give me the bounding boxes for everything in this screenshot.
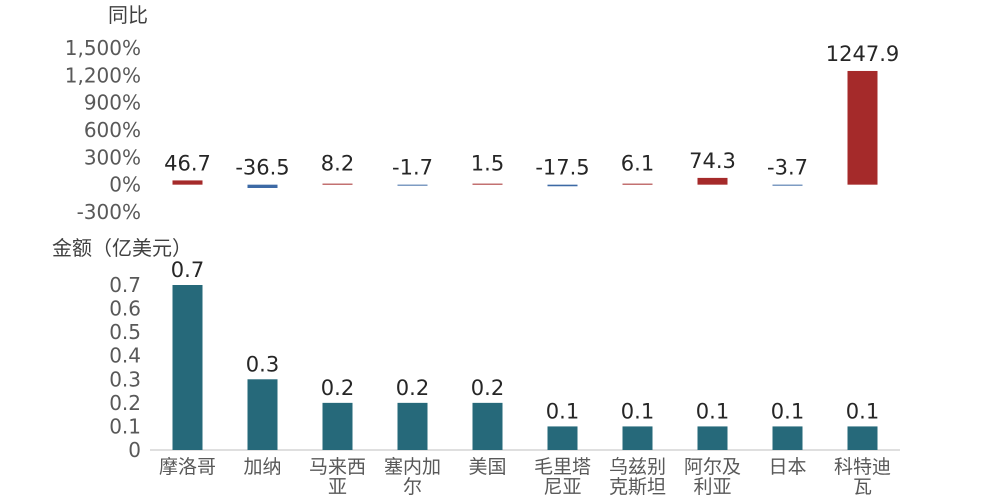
category-label: 马来西 — [309, 456, 366, 478]
yoy-y-axis: 1,500% 1,200% 900% 600% 300% 0% -300% — [65, 36, 141, 224]
yoy-data-label: 1.5 — [471, 152, 504, 176]
category-label: 塞内加 — [384, 456, 441, 478]
yoy-y-tick-label: 1,200% — [65, 63, 141, 87]
category-label: 尼亚 — [543, 476, 581, 498]
yoy-data-label: -1.7 — [392, 156, 433, 180]
yoy-bar — [847, 70, 878, 185]
yoy-y-tick-label: -300% — [77, 200, 141, 224]
yoy-bar — [397, 184, 428, 186]
amount-bar — [472, 402, 503, 450]
category-label: 毛里塔 — [534, 456, 591, 478]
yoy-bar — [547, 184, 578, 187]
yoy-bar — [622, 183, 653, 185]
amount-bar — [847, 426, 878, 450]
yoy-data-label: -17.5 — [535, 156, 589, 180]
yoy-y-tick-label: 1,500% — [65, 36, 141, 60]
amount-data-labels: 0.7 0.3 0.2 0.2 0.2 0.1 0.1 0.1 0.1 0.1 — [171, 258, 879, 423]
category-label: 克斯坦 — [609, 476, 666, 498]
category-label: 利亚 — [693, 476, 731, 498]
yoy-bar — [772, 184, 803, 186]
amount-bar — [772, 426, 803, 450]
amount-data-label: 0.1 — [846, 399, 879, 423]
yoy-data-label: 6.1 — [621, 152, 654, 176]
amount-y-tick-label: 0.3 — [109, 367, 141, 391]
amount-data-label: 0.7 — [171, 258, 204, 282]
category-label: 加纳 — [243, 456, 281, 478]
amount-chart: 金额（亿美元） 0.70.60.50.40.30.20.10 0.70.30.2… — [52, 236, 900, 498]
category-label: 美国 — [468, 456, 506, 478]
yoy-data-label: 8.2 — [321, 152, 354, 176]
yoy-bar — [697, 177, 728, 185]
amount-data-label: 0.1 — [696, 399, 729, 423]
yoy-data-label: -3.7 — [767, 156, 808, 180]
yoy-data-label: 46.7 — [164, 151, 211, 175]
amount-bar — [397, 402, 428, 450]
yoy-chart-title: 同比 — [108, 3, 148, 27]
amount-y-axis: 0.70.60.50.40.30.20.10 — [109, 273, 141, 462]
yoy-bar — [472, 183, 503, 185]
amount-data-label: 0.1 — [621, 399, 654, 423]
yoy-y-tick-label: 600% — [84, 118, 141, 142]
category-label: 尔 — [403, 476, 422, 498]
category-label: 瓦 — [853, 476, 872, 498]
yoy-bars — [172, 70, 878, 188]
amount-y-tick-label: 0.5 — [109, 320, 141, 344]
category-label: 乌兹别 — [609, 456, 666, 478]
amount-y-tick-label: 0.4 — [109, 344, 141, 368]
amount-bar — [172, 285, 203, 450]
yoy-chart: 同比 1,500%1,200%900%600%300%0%-300% 46.7-… — [65, 3, 900, 224]
amount-bars — [172, 285, 878, 450]
amount-data-label: 0.2 — [396, 376, 429, 400]
yoy-y-tick-label: 0% — [109, 173, 141, 197]
yoy-data-label: 1247.9 — [826, 42, 899, 66]
yoy-data-label: 74.3 — [689, 149, 736, 173]
amount-bar — [322, 402, 353, 450]
category-label: 摩洛哥 — [159, 456, 216, 478]
amount-bar — [697, 426, 728, 450]
amount-data-label: 0.3 — [246, 352, 279, 376]
category-label: 亚 — [328, 476, 347, 498]
amount-y-tick-label: 0.2 — [109, 391, 141, 415]
category-label: 阿尔及 — [684, 456, 741, 478]
amount-data-label: 0.2 — [471, 376, 504, 400]
yoy-data-labels: 46.7 -36.5 8.2 -1.7 1.5 -17.5 6.1 74.3 -3.7 1247.… — [164, 42, 899, 180]
amount-y-tick-label: 0 — [128, 438, 141, 462]
amount-data-label: 0.1 — [546, 399, 579, 423]
yoy-y-tick-label: 900% — [84, 91, 141, 115]
yoy-bar — [247, 184, 278, 188]
amount-bar — [247, 379, 278, 450]
amount-y-tick-label: 0.6 — [109, 297, 141, 321]
yoy-y-tick-label: 300% — [84, 145, 141, 169]
amount-y-tick-label: 0.7 — [109, 273, 141, 297]
category-label: 科特迪 — [834, 456, 891, 478]
amount-y-tick-label: 0.1 — [109, 414, 141, 438]
amount-data-label: 0.1 — [771, 399, 804, 423]
yoy-data-label: -36.5 — [235, 156, 289, 180]
amount-chart-title: 金额（亿美元） — [52, 236, 192, 260]
yoy-bar — [172, 180, 203, 185]
category-label: 日本 — [768, 456, 806, 478]
yoy-bar — [322, 183, 353, 185]
amount-bar — [547, 426, 578, 450]
amount-data-label: 0.2 — [321, 376, 354, 400]
amount-bar — [622, 426, 653, 450]
